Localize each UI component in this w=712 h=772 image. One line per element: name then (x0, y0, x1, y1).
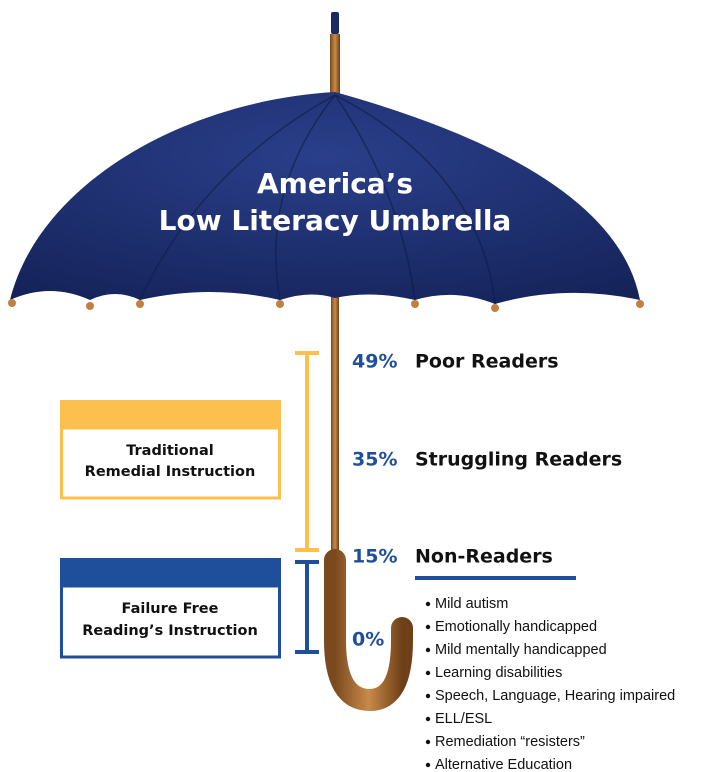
level-percent: 0% (352, 629, 384, 651)
yellow-bracket (295, 353, 319, 550)
finial (330, 34, 340, 96)
condition-item: ELL/ESL (435, 711, 492, 727)
level-percent: 35% (352, 449, 397, 471)
level-label: Poor Readers (415, 351, 559, 373)
rib-tips (8, 299, 644, 312)
condition-item: Speech, Language, Hearing impaired (435, 688, 675, 704)
box-text: Remedial Instruction (85, 464, 256, 480)
condition-item: Emotionally handicapped (435, 619, 597, 635)
condition-item: Remediation “resisters” (435, 734, 585, 750)
underline (415, 576, 576, 580)
condition-item: Learning disabilities (435, 665, 562, 681)
bullet (426, 763, 430, 767)
bullet (426, 602, 430, 606)
infographic: America’s Low Literacy Umbrella 49% Poor… (0, 0, 712, 772)
bullet (426, 671, 430, 675)
box-header (60, 558, 281, 586)
condition-item: Mild autism (435, 596, 508, 612)
box-text: Reading’s Instruction (82, 623, 258, 639)
title-line: America’s (257, 167, 413, 200)
box-text: Failure Free (122, 601, 219, 617)
condition-item: Alternative Education (435, 757, 572, 772)
box (62, 586, 280, 657)
bullet (426, 648, 430, 652)
finial-cap (331, 12, 339, 34)
blue-bracket (295, 562, 319, 652)
bullet (426, 625, 430, 629)
bullet (426, 694, 430, 698)
bullet (426, 717, 430, 721)
condition-list: Mild autism Emotionally handicapped Mild m… (426, 596, 675, 772)
box (62, 428, 280, 498)
level-label: Struggling Readers (415, 449, 622, 471)
level-percent: 15% (352, 546, 397, 568)
title-line: Low Literacy Umbrella (159, 204, 512, 237)
level-label: Non-Readers (415, 546, 553, 568)
condition-item: Mild mentally handicapped (435, 642, 607, 658)
level-percent: 49% (352, 351, 397, 373)
bullet (426, 740, 430, 744)
box-header (60, 400, 281, 428)
box-text: Traditional (126, 443, 214, 459)
